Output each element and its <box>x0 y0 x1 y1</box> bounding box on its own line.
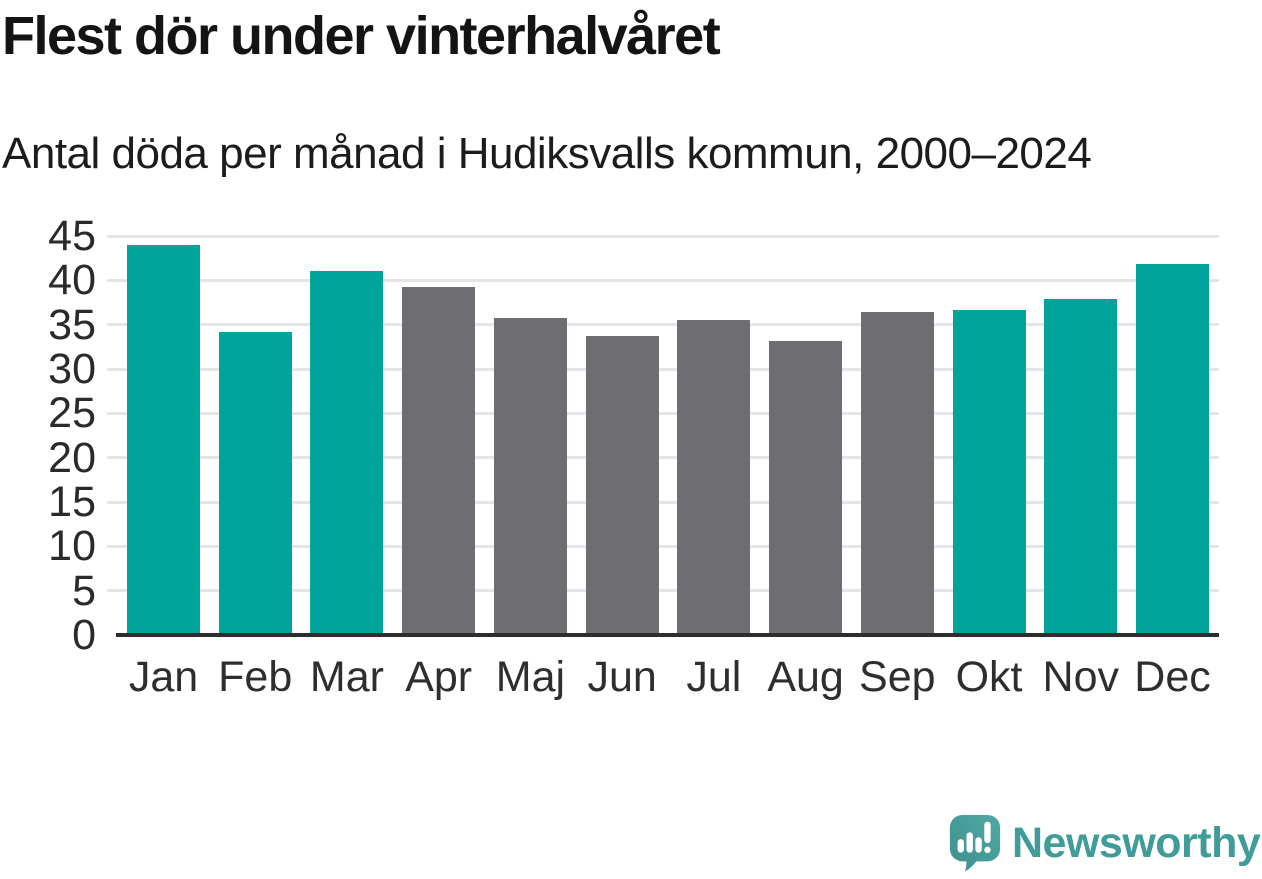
y-tick-label-15: 15 <box>48 478 96 526</box>
bar-jan <box>127 244 200 635</box>
y-tick-label-30: 30 <box>48 345 96 393</box>
x-tick-label-aug: Aug <box>767 653 844 701</box>
y-tick-label-20: 20 <box>48 433 96 482</box>
x-tick-label-jun: Jun <box>587 653 657 701</box>
bar-nov <box>1044 298 1118 635</box>
gridline-25 <box>107 411 1219 415</box>
y-tick-label-0: 0 <box>72 611 96 659</box>
bar-apr <box>402 287 476 635</box>
x-tick-label-mar: Mar <box>309 653 384 701</box>
bar-mar <box>310 271 384 635</box>
x-tick-label-nov: Nov <box>1042 653 1119 701</box>
y-tick-label-25: 25 <box>48 389 96 438</box>
bar-okt <box>952 310 1026 635</box>
gridline-40 <box>107 278 1219 282</box>
x-tick-label-maj: Maj <box>495 653 566 701</box>
newsworthy-logo-icon <box>949 814 1001 872</box>
y-tick-label-5: 5 <box>72 566 96 615</box>
gridline-35 <box>107 323 1219 327</box>
x-axis-line <box>116 633 1219 637</box>
bar-jun <box>585 336 659 635</box>
brand-name: Newsworthy <box>1012 819 1261 867</box>
x-tick-label-okt: Okt <box>955 653 1023 701</box>
gridline-30 <box>107 367 1219 371</box>
x-tick-label-feb: Feb <box>218 653 293 701</box>
logo-mini-bars <box>957 821 991 854</box>
x-axis-labels: Jan Feb Mar Apr Maj Jun Jul Aug Sep Okt Nov Dec <box>117 652 1219 712</box>
gridline-45 <box>107 234 1219 238</box>
chart-title: Flest dör under vinterhalvåret <box>2 6 721 66</box>
bar-feb <box>218 331 292 635</box>
y-tick-label-35: 35 <box>48 300 96 349</box>
x-tick-label-sep: Sep <box>859 653 936 701</box>
y-tick-label-10: 10 <box>48 522 96 571</box>
x-tick-label-dec: Dec <box>1134 653 1211 701</box>
x-tick-label-jul: Jul <box>686 653 742 701</box>
y-tick-label-40: 40 <box>48 256 96 305</box>
bar-dec <box>1136 264 1209 635</box>
gridline-5 <box>107 589 1219 593</box>
bar-sep <box>860 312 934 635</box>
gridline-10 <box>107 544 1219 548</box>
bar-jul <box>677 320 751 635</box>
chart-subtitle: Antal döda per månad i Hudiksvalls kommu… <box>2 129 1092 178</box>
gridline-15 <box>107 500 1219 504</box>
gridline-20 <box>107 456 1219 460</box>
x-tick-label-jan: Jan <box>128 653 199 701</box>
y-tick-label-45: 45 <box>48 212 96 260</box>
y-axis-labels: 0 5 10 15 20 25 30 35 40 45 <box>0 214 96 657</box>
bar-maj <box>493 317 567 635</box>
brand-footer: Newsworthy <box>946 812 1261 876</box>
x-tick-label-apr: Apr <box>405 653 473 701</box>
bar-aug <box>769 340 843 635</box>
plot-area <box>107 234 1219 637</box>
